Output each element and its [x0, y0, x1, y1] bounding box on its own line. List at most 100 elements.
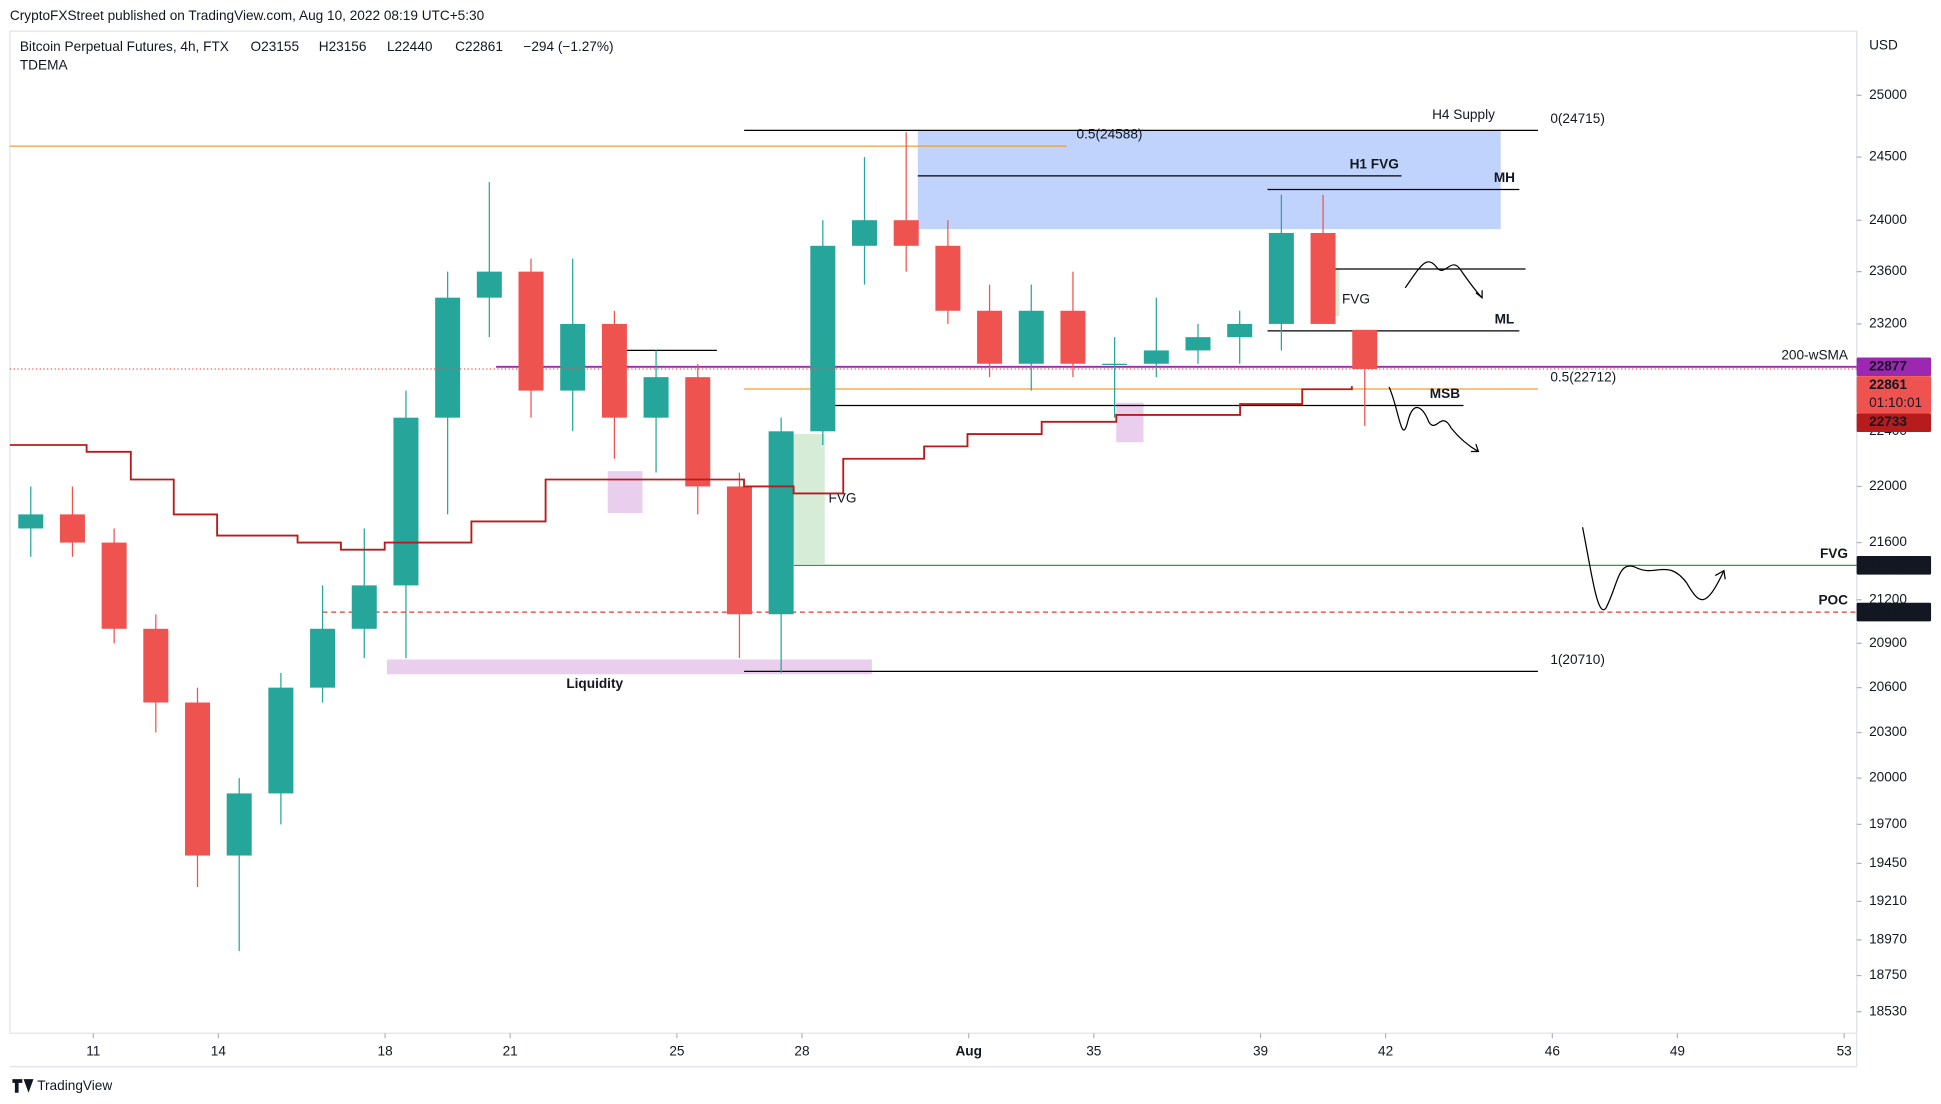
- ohlc-value: −294 (−1.27%): [523, 39, 613, 54]
- level-label: POC: [1818, 593, 1848, 608]
- ohlc-value: O23155: [251, 39, 299, 54]
- candle-body: [1143, 350, 1169, 364]
- price-tag-label: 21115: [1869, 604, 1906, 619]
- candle-body: [601, 323, 627, 418]
- ohlc-legend: O23155 H23156 L22440 C22861 −294 (−1.27%): [251, 39, 614, 54]
- candle-body: [977, 310, 1003, 364]
- arrow-head: [1475, 290, 1483, 300]
- x-tick-label: Aug: [955, 1043, 982, 1058]
- price-tag-label: 21440: [1869, 557, 1907, 572]
- candle-body: [1227, 323, 1253, 338]
- candle-body: [643, 377, 669, 418]
- level-label: ML: [1495, 311, 1515, 326]
- candle-body: [726, 486, 752, 615]
- candle-body: [1060, 310, 1086, 364]
- y-tick-label: 19700: [1869, 816, 1907, 831]
- y-tick-label: 23200: [1869, 316, 1907, 331]
- candle-body: [1352, 329, 1378, 369]
- y-tick-label: 23600: [1869, 263, 1907, 278]
- candle-body: [1268, 232, 1294, 324]
- zone-label: H4 Supply: [1432, 107, 1495, 122]
- logo: [12, 1079, 34, 1093]
- price-tag-label: 22733: [1869, 414, 1907, 429]
- x-tick-label: 11: [86, 1043, 100, 1058]
- x-tick-label: 28: [794, 1043, 809, 1058]
- candle-body: [768, 431, 794, 615]
- candle-body: [935, 245, 961, 311]
- ohlc-value: C22861: [455, 39, 503, 54]
- candle-body: [1185, 337, 1211, 351]
- y-tick-label: 24000: [1869, 212, 1907, 227]
- candle-body: [226, 793, 252, 856]
- y-tick-label: 21200: [1869, 591, 1907, 606]
- projection-arrow: [1388, 386, 1479, 453]
- level-label: 0(24715): [1550, 111, 1605, 126]
- y-tick-label: 18750: [1869, 967, 1907, 982]
- x-tick-label: 42: [1378, 1043, 1393, 1058]
- x-tick-label: 35: [1086, 1043, 1101, 1058]
- zone: [607, 471, 643, 513]
- candle-body: [393, 417, 419, 586]
- x-tick-label: 53: [1837, 1043, 1852, 1058]
- symbol: Bitcoin Perpetual Futures, 4h, FTX: [20, 39, 229, 54]
- price-tag: [1856, 357, 1932, 377]
- projection-arrow: [1404, 261, 1483, 299]
- candle-body: [560, 323, 586, 391]
- zone-label: FVG: [1342, 292, 1370, 307]
- y-tick-label: 20900: [1869, 635, 1907, 650]
- publisher: CryptoFXStreet published on TradingView.…: [10, 8, 485, 23]
- level-label: MSB: [1430, 386, 1460, 401]
- price-tag: [1856, 376, 1932, 414]
- ohlc-value: L22440: [387, 39, 433, 54]
- arrow-head: [1470, 443, 1480, 453]
- y-tick-label: 20300: [1869, 724, 1907, 739]
- x-tick-label: 18: [378, 1043, 393, 1058]
- footer: TradingView: [37, 1078, 112, 1093]
- candle-body: [1018, 310, 1044, 364]
- countdown: 01:10:01: [1869, 395, 1922, 410]
- y-tick-label: 19210: [1869, 893, 1907, 908]
- x-tick-label: 21: [503, 1043, 518, 1058]
- zone: [917, 130, 1501, 230]
- candle-body: [435, 297, 461, 418]
- x-tick-label: 49: [1670, 1043, 1685, 1058]
- y-tick-label: 20000: [1869, 770, 1907, 785]
- y-tick-label: 19450: [1869, 855, 1907, 870]
- candle-body: [351, 585, 377, 629]
- y-tick-label: 24500: [1869, 149, 1907, 164]
- x-tick-label: 14: [211, 1043, 227, 1058]
- level-label: H1 FVG: [1350, 156, 1399, 171]
- candle-body: [59, 514, 85, 543]
- level-label: 0.5(24588): [1077, 127, 1143, 142]
- zone: [1116, 402, 1144, 443]
- zone: [386, 659, 872, 675]
- candle-body: [268, 687, 294, 794]
- y-tick-label: 20600: [1869, 679, 1907, 694]
- candle-body: [852, 220, 878, 246]
- candle-body: [101, 542, 127, 629]
- candle-body: [185, 702, 211, 856]
- candle-body: [1310, 232, 1336, 324]
- price-tag-label: 22877: [1869, 358, 1907, 373]
- level-label: MH: [1494, 170, 1515, 185]
- currency: USD: [1869, 38, 1898, 53]
- tdema-line: [9, 386, 1353, 551]
- price-tag-label: 22861: [1869, 377, 1907, 392]
- level-label: 200-wSMA: [1781, 347, 1849, 362]
- level-label: FVG: [1820, 546, 1848, 561]
- candle-body: [143, 628, 169, 703]
- x-tick-label: 39: [1253, 1043, 1268, 1058]
- candle-body: [476, 271, 502, 298]
- ohlc-value: H23156: [319, 39, 367, 54]
- y-tick-label: 18970: [1869, 931, 1907, 946]
- y-tick-label: 21600: [1869, 534, 1907, 549]
- candle-body: [18, 514, 44, 529]
- projection-arrow: [1581, 527, 1725, 611]
- level-label: 0.5(22712): [1550, 369, 1616, 384]
- candle-body: [518, 271, 544, 391]
- price-tag: [1856, 556, 1932, 575]
- y-tick-label: 18530: [1869, 1003, 1907, 1018]
- zone-label: Liquidity: [566, 676, 623, 691]
- candle-body: [310, 628, 336, 688]
